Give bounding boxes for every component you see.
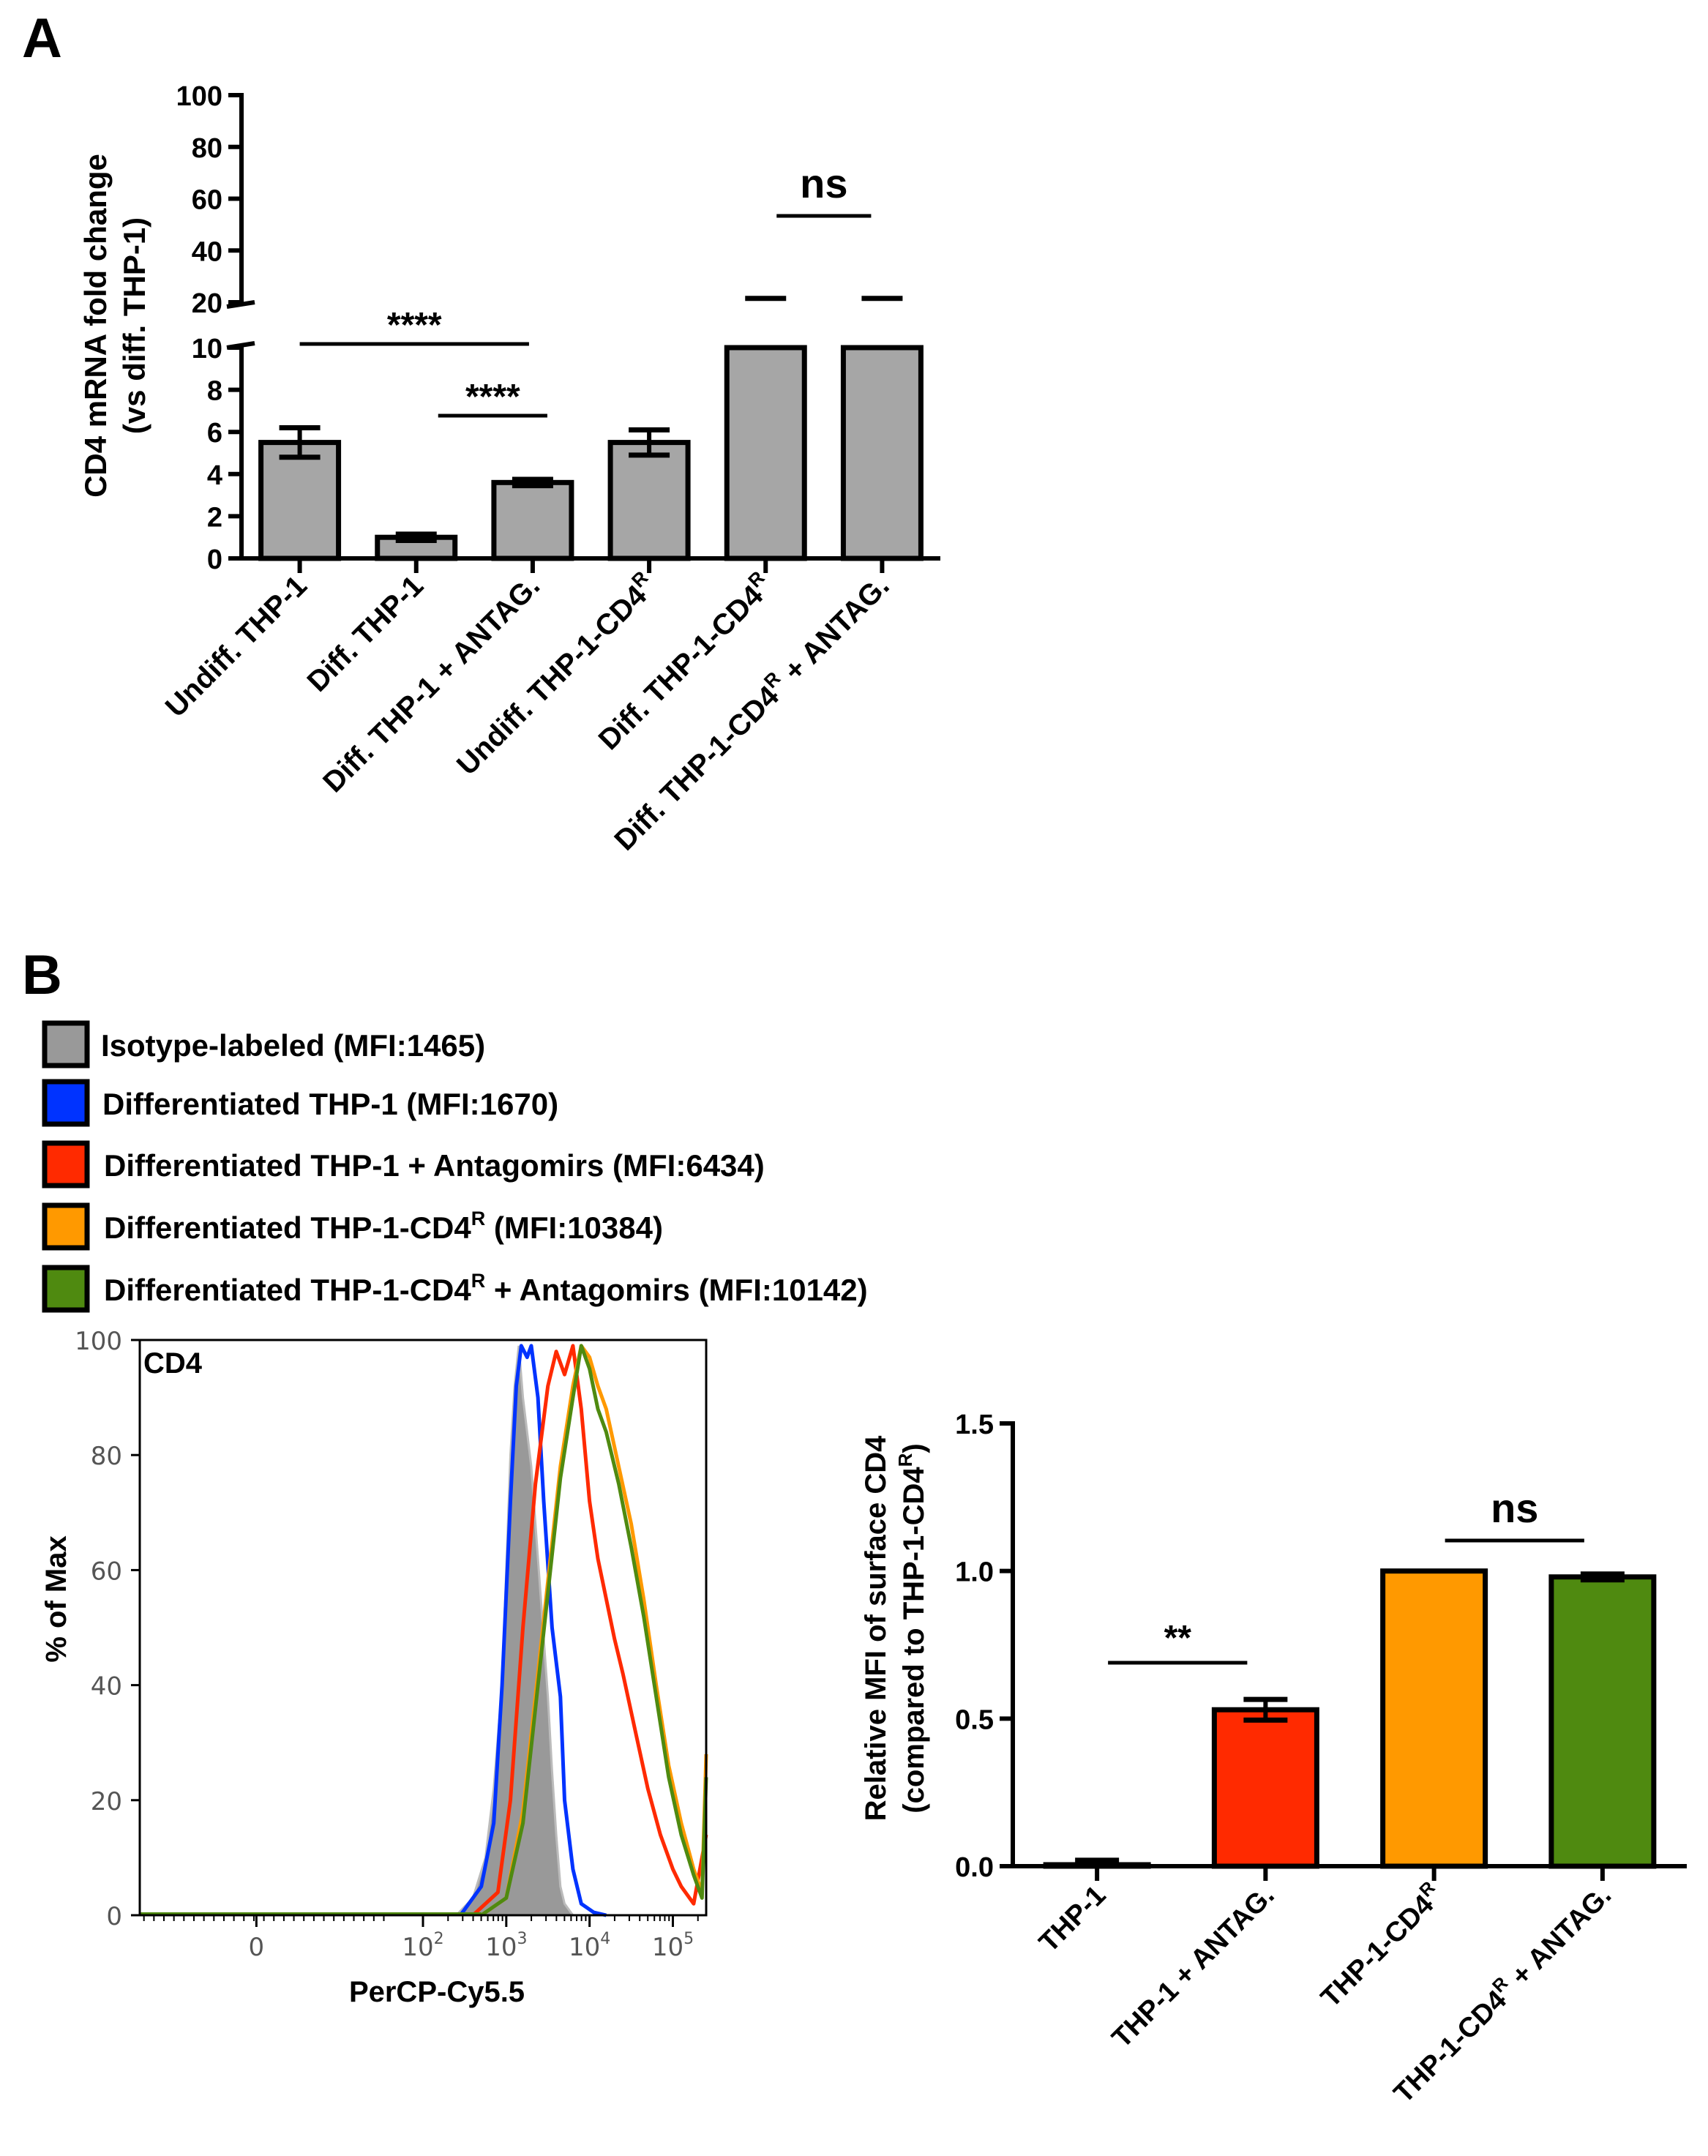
panel-a-bar <box>491 479 574 561</box>
legend: Isotype-labeled (MFI:1465) Differentiate… <box>42 1020 868 1313</box>
panel-b-y-tick-label: 1.0 <box>955 1557 994 1588</box>
panel-a-y-tick-label: 40 <box>192 236 222 267</box>
panel-a-bar <box>724 345 807 561</box>
histogram-x-tick-label: 0 <box>249 1933 265 1962</box>
panel-a-y-tick-label: 20 <box>192 288 222 319</box>
legend-label-isotype: Isotype-labeled (MFI:1465) <box>101 1028 485 1063</box>
panel-b-significance-label: ns <box>1491 1485 1538 1531</box>
legend-swatch-diff-cd4r <box>42 1202 90 1251</box>
panel-b-y-tick-label: 0.0 <box>955 1852 994 1883</box>
panel-a-y-tick-label: 10 <box>192 334 222 364</box>
panel-b-bar <box>1548 1574 1657 1869</box>
histogram-x-tick-label: 103 <box>485 1930 527 1962</box>
histogram-series-line <box>480 1344 708 1917</box>
panel-a-ylabel-line2: (vs diff. THP-1) <box>117 217 151 434</box>
histogram-y-tick-label: 40 <box>91 1672 122 1702</box>
panel-b-bar <box>1211 1707 1319 1869</box>
panel-b-x-tick-label: THP-1 + ANTAG. <box>1106 1880 1281 2054</box>
legend-swatch-diff-thp1 <box>42 1079 90 1127</box>
panel-b-y-tick-label: 1.5 <box>955 1410 994 1440</box>
histogram-y-tick-label: 60 <box>91 1557 122 1586</box>
panel-a-y-tick-label: 2 <box>207 502 222 533</box>
panel-a-significance-label: **** <box>465 378 520 416</box>
panel-a-y-tick-label: 80 <box>192 133 222 164</box>
histogram-title: CD4 <box>143 1347 203 1380</box>
panel-label-b: B <box>22 944 62 1006</box>
histogram-y-tick-label: 80 <box>91 1442 122 1471</box>
panel-b-y-tick-label: 0.5 <box>955 1704 994 1735</box>
panel-b-x-tick-label: THP-1-CD4R <box>1314 1878 1450 2014</box>
panel-a-y-tick-label: 100 <box>176 81 222 112</box>
panel-a-y-tick-label: 60 <box>192 185 222 216</box>
panel-a-bar <box>258 440 342 561</box>
legend-swatch-isotype <box>42 1020 90 1068</box>
panel-b-ylabel-line2: (compared to THP-1-CD4R) <box>894 1443 930 1813</box>
legend-swatch-diff-cd4r-antag <box>42 1265 90 1313</box>
legend-label-diff-cd4r: Differentiated THP-1-CD4R (MFI:10384) <box>104 1208 663 1245</box>
histogram-series-isotype <box>453 1345 575 1917</box>
panel-a-y-tick-label: 6 <box>207 418 222 449</box>
panel-a-ylabel-line1: CD4 mRNA fold change <box>78 154 113 498</box>
histogram-x-tick-label: 105 <box>652 1930 694 1962</box>
legend-label-diff-cd4r-antag: Differentiated THP-1-CD4R + Antagomirs (… <box>104 1270 868 1307</box>
histogram-series-line <box>459 1344 607 1917</box>
panel-b-ylabel-line1: Relative MFI of surface CD4 <box>860 1435 892 1822</box>
panel-a-significance-label: ns <box>800 160 847 206</box>
panel-a-y-tick-label: 8 <box>207 376 222 407</box>
panel-b-bar <box>1380 1568 1488 1869</box>
panel-a-x-tick-label: Undiff. THP-1-CD4R <box>448 566 663 782</box>
histogram-ylabel: % of Max <box>40 1535 72 1662</box>
legend-swatch-diff-thp1-antag <box>42 1140 90 1189</box>
histogram-y-tick-label: 0 <box>106 1902 122 1931</box>
panel-a-significance-label: **** <box>387 306 442 345</box>
legend-label-diff-thp1: Differentiated THP-1 (MFI:1670) <box>102 1087 558 1121</box>
legend-label-diff-thp1-antag: Differentiated THP-1 + Antagomirs (MFI:6… <box>104 1148 765 1183</box>
histogram-series-line <box>471 1344 708 1917</box>
panel-a-x-tick-label: Diff. THP-1 <box>301 569 430 698</box>
panel-a-y-tick-label: 0 <box>207 544 222 575</box>
panel-b-histogram: CD4 % of Max PerCP-Cy5.5 0 20 40 60 80 100 0 10… <box>40 1327 708 2008</box>
histogram-x-tick-label: 104 <box>569 1930 610 1962</box>
histogram-y-tick-label: 100 <box>75 1327 122 1356</box>
histogram-frame <box>138 1339 708 1917</box>
histogram-y-tick-label: 20 <box>91 1787 122 1816</box>
panel-a-y-tick-label: 4 <box>207 460 222 491</box>
panel-a-x-tick-label: Diff. THP-1 + ANTAG. <box>317 569 546 798</box>
panel-b-bar-chart: Relative MFI of surface CD4 (compared to… <box>860 1410 1687 2109</box>
panel-a-bar <box>607 440 691 561</box>
panel-a-bar <box>840 345 924 561</box>
panel-a-x-tick-label: Undiff. THP-1 <box>160 569 313 723</box>
histogram-xlabel: PerCP-Cy5.5 <box>349 1976 525 2008</box>
histogram-x-tick-label: 102 <box>402 1930 443 1962</box>
panel-b-significance-label: ** <box>1164 1619 1192 1658</box>
panel-label-a: A <box>22 7 62 70</box>
panel-a-bar-chart: CD4 mRNA fold change (vs diff. THP-1) 0 2… <box>78 81 940 857</box>
panel-b-x-tick-label: THP-1 <box>1033 1880 1112 1958</box>
